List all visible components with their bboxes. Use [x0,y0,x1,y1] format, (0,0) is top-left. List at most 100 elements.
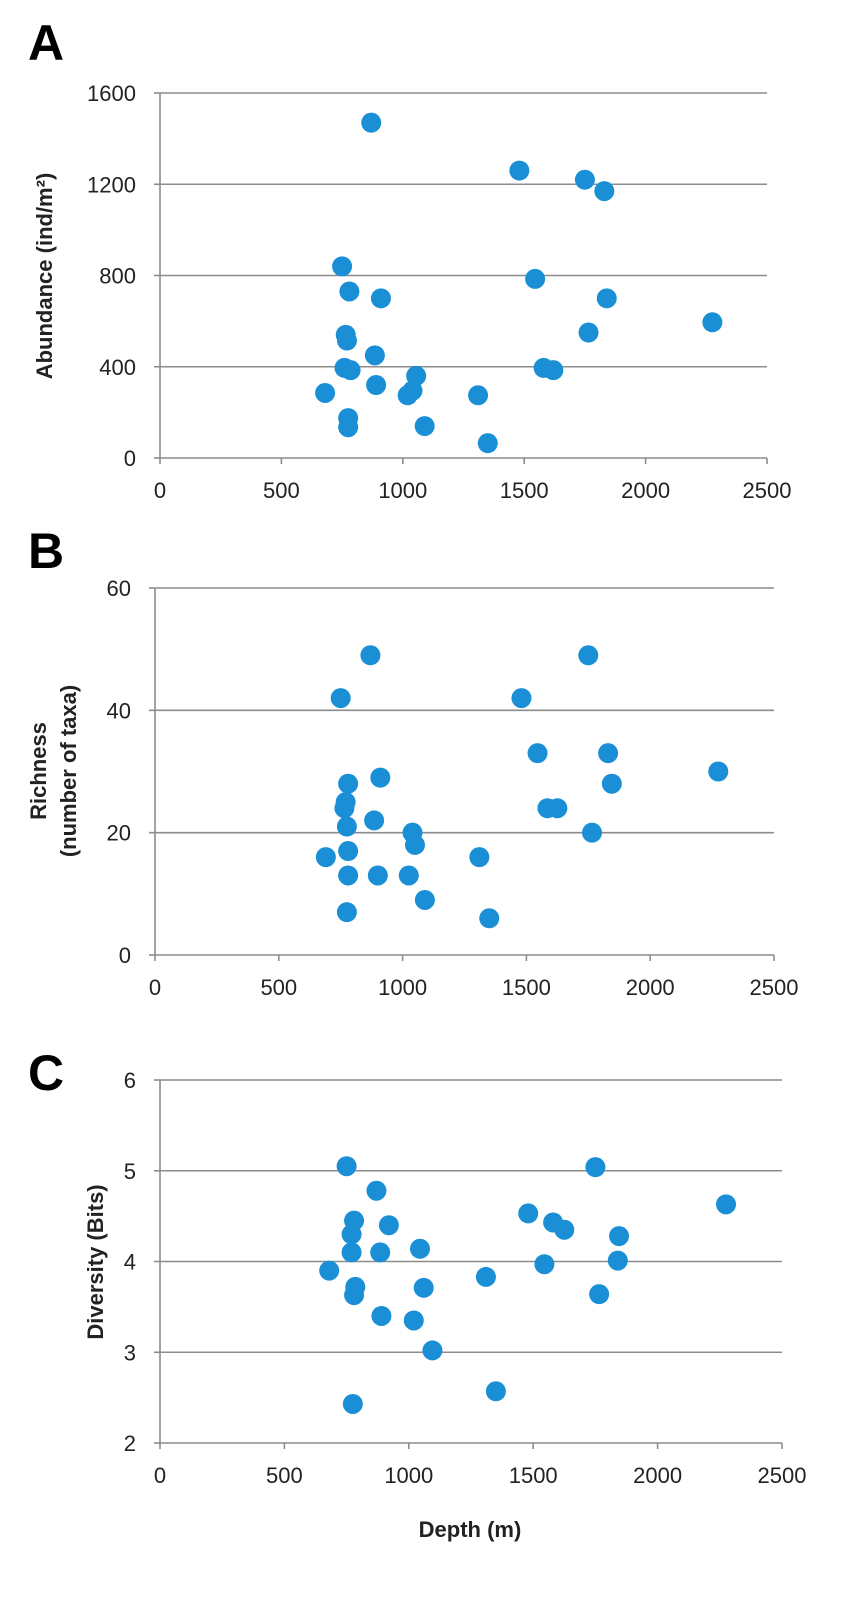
panel-b-data-point [582,822,603,843]
panel-c-tick-labels: 2 3 4 5 6 0 500 1000 1500 2000 2500 [124,1068,807,1488]
panel-c-x-tick-label: 2500 [758,1463,807,1488]
panel-c-data-point [366,1180,387,1201]
panel-a-data-point [315,382,336,403]
panel-b-data-point [360,645,381,666]
panel-c-data-point [413,1277,434,1298]
panel-c-data-point [589,1284,610,1305]
panel-b-x-tick-label: 2000 [626,975,675,1000]
panel-c-data-point [370,1242,391,1263]
panel-c-data-point [344,1285,365,1306]
panel-c-x-tick-label: 2000 [633,1463,682,1488]
panel-a-data-point [397,385,418,406]
panel-c-data-point [534,1254,555,1275]
panel-b-y-tick-label: 20 [107,821,131,846]
panel-a-y-tick-label: 0 [124,446,136,471]
panel-c-y-tick-label: 4 [124,1250,136,1275]
panel-c-data-point [403,1310,424,1331]
panel-c-data-point [378,1215,399,1236]
panel-a-data-point [596,288,617,309]
panel-c-x-axis-label: Depth (m) [419,1517,522,1542]
panel-b-data-point [547,798,568,819]
panel-b-y-tick-label: 60 [107,576,131,601]
panel-a-data-point [332,256,353,277]
panel-c-data-point [485,1381,506,1402]
panel-c-y-tick-label: 3 [124,1340,136,1365]
panel-a-data-point [414,416,435,437]
panel-b-y-axis-label-line2: (number of taxa) [56,685,81,857]
panel-c-data-point [585,1157,606,1178]
panel-b-x-tick-label: 0 [149,975,161,1000]
panel-a-y-tick-label: 800 [99,264,136,289]
panel-a-x-tick-label: 2000 [621,478,670,503]
panel-c-data-point [518,1203,539,1224]
panel-b: B Richness (number of taxa) 0 20 40 60 0 500 1… [26,523,798,1000]
panel-b-data-point [338,865,359,886]
panel-c-y-tick-label: 5 [124,1159,136,1184]
panel-c-y-tick-label: 2 [124,1431,136,1456]
panel-b-data-point [601,773,622,794]
panel-b-x-tick-label: 2500 [750,975,799,1000]
panel-a-y-tick-label: 400 [99,355,136,380]
panel-c-data-point [409,1238,430,1259]
panel-a-data-point [336,330,357,351]
panel-b-data-point [414,889,435,910]
panel-b-data-point [367,865,388,886]
panel-c-data-point [607,1250,628,1271]
panel-c-data-point [341,1224,362,1245]
panel-b-gridlines [149,587,775,961]
panel-b-data-point [336,902,357,923]
panel-b-data-point [708,761,729,782]
panel-b-x-tick-label: 500 [260,975,297,1000]
panel-b-tick-labels: 0 20 40 60 0 500 1000 1500 2000 2500 [107,576,799,1000]
panel-b-data-point [338,841,359,862]
panel-b-data-point [364,810,385,831]
panel-c-gridlines [154,1079,783,1449]
panel-a-x-tick-label: 2500 [743,478,792,503]
panel-b-data-point [578,645,599,666]
panel-a-data-point [468,385,489,406]
panel-a-y-tick-label: 1200 [87,172,136,197]
panel-b-data-point [404,834,425,855]
panel-b-data-point [336,816,357,837]
panel-a-data-point [578,322,599,343]
panel-a-data-point [594,181,615,202]
panel-c-data-point [371,1305,392,1326]
panel-b-data-point [469,847,490,868]
panel-a-data-point [361,112,382,133]
panel-c-data-point [475,1266,496,1287]
panel-c-data-point [422,1340,443,1361]
panel-a-data-point [338,417,359,438]
panel-b-data-point [398,865,419,886]
panel-c-letter: C [28,1045,64,1101]
panel-a-data-point [477,433,498,454]
panel-b-x-tick-label: 1500 [502,975,551,1000]
panel-b-data-point [330,688,351,709]
panel-a-data-point [543,360,564,381]
panel-a-tick-labels: 0 400 800 1200 1600 0 500 1000 1500 2000 2500 [87,81,791,503]
panel-a-x-tick-label: 500 [263,478,300,503]
panel-a-data-point [339,281,360,302]
panel-a: A Abundance (ind/m²) 0 400 800 1200 1600 0 500… [28,15,791,503]
panel-a-x-tick-label: 1000 [378,478,427,503]
panel-a-data-point [702,312,723,333]
panel-a-data-point [574,169,595,190]
panel-b-data-point [511,688,532,709]
panel-b-points [315,645,729,929]
panel-c-x-tick-label: 500 [266,1463,303,1488]
panel-c-y-axis-label: Diversity (Bits) [83,1184,108,1339]
panel-a-y-tick-label: 1600 [87,81,136,106]
panel-a-x-tick-label: 0 [154,478,166,503]
panel-c-data-point [319,1260,340,1281]
panel-a-data-point [525,268,546,289]
panel-c-data-point [341,1242,362,1263]
panel-a-letter: A [28,15,64,71]
panel-a-data-point [370,288,391,309]
panel-b-data-point [334,798,355,819]
panel-b-y-tick-label: 0 [119,943,131,968]
panel-a-gridlines [154,92,768,464]
panel-c-y-tick-label: 6 [124,1068,136,1093]
panel-c-points [319,1156,737,1414]
panel-c-x-tick-label: 1000 [384,1463,433,1488]
panel-b-y-tick-label: 40 [107,698,131,723]
